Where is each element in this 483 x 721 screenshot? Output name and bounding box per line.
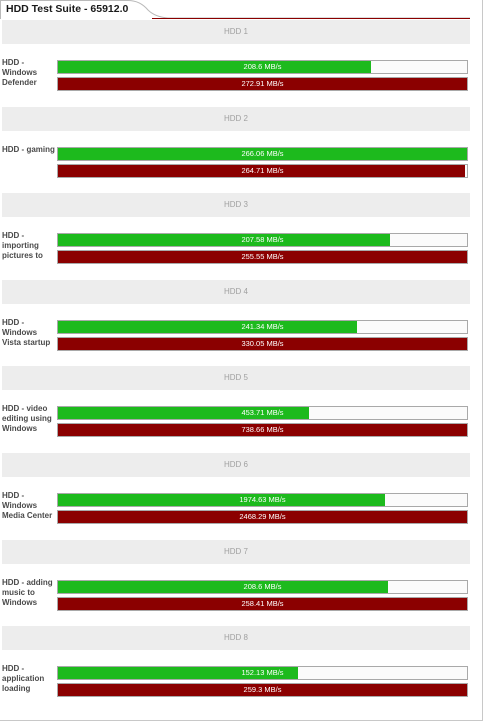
test-label: HDD - Windows Defender (2, 58, 38, 87)
red-bar-track: 264.71 MB/s (57, 163, 468, 178)
test-label: HDD - adding music to Windows (2, 577, 53, 607)
red-bar (58, 597, 467, 610)
red-bar-value-label: 738.66 MB/s (241, 425, 284, 435)
green-bar-track: 453.71 MB/s (57, 406, 468, 421)
test-group: HDD 7 HDD - adding music to Windows 208.6 … (0, 539, 470, 627)
red-bar-value-label: 258.41 MB/s (241, 598, 284, 608)
green-bar-track: 1974.63 MB/s (57, 493, 468, 507)
test-label: HDD - application loading (2, 664, 45, 694)
green-bar-value-label: 266.06 MB/s (241, 148, 284, 158)
red-bar (58, 337, 467, 350)
group-header: HDD 3 (2, 193, 470, 218)
red-bar-track: 259.3 MB/s (57, 683, 468, 698)
green-bar-value-label: 208.6 MB/s (243, 581, 282, 591)
group-header: HDD 5 (2, 366, 470, 391)
green-bar (58, 407, 309, 420)
green-bar-track: 207.58 MB/s (57, 233, 468, 248)
red-bar-track: 272.91 MB/s (57, 77, 468, 91)
green-bar-value-label: 241.34 MB/s (241, 321, 284, 331)
test-group: HDD 3 HDD - importing pictures to 207.58 M… (0, 193, 470, 280)
test-group: HDD 6 HDD - Windows Media Center 1974.63 M… (0, 453, 470, 540)
title-tab[interactable]: HDD Test Suite - 65912.0 (0, 0, 470, 20)
green-bar-value-label: 207.58 MB/s (241, 235, 284, 245)
chart-title: HDD Test Suite - 65912.0 (6, 3, 129, 15)
group-header: HDD 2 (2, 106, 470, 131)
green-bar (58, 580, 388, 593)
red-bar-value-label: 255.55 MB/s (241, 252, 284, 262)
red-bar (58, 511, 467, 523)
green-bar (58, 320, 357, 333)
group-header: HDD 6 (2, 453, 470, 477)
green-bar-value-label: 1974.63 MB/s (239, 495, 286, 504)
green-bar-track: 241.34 MB/s (57, 319, 468, 334)
red-bar-value-label: 2468.29 MB/s (239, 512, 286, 521)
group-header: HDD 4 (2, 279, 470, 304)
green-bar (58, 667, 298, 680)
title-tab-shape (0, 0, 470, 19)
test-group: HDD 8 HDD - application loading 152.13 MB/… (0, 626, 470, 713)
test-label: HDD - video editing using Windows (2, 404, 52, 434)
red-bar-value-label: 264.71 MB/s (241, 165, 284, 175)
green-bar-value-label: 453.71 MB/s (241, 408, 284, 418)
test-label: HDD - gaming (2, 144, 55, 154)
green-bar-track: 208.6 MB/s (57, 60, 468, 74)
red-bar-value-label: 272.91 MB/s (241, 79, 284, 88)
test-group: HDD 1 HDD - Windows Defender 208.6 MB/s 272… (0, 20, 470, 107)
red-bar-track: 2468.29 MB/s (57, 510, 468, 524)
red-bar (58, 684, 467, 697)
green-bar (58, 234, 390, 247)
test-label: HDD - importing pictures to (2, 231, 43, 261)
red-bar (58, 251, 467, 264)
test-label: HDD - Windows Vista startup (2, 317, 51, 347)
group-header: HDD 8 (2, 626, 470, 651)
green-bar-value-label: 208.6 MB/s (243, 62, 282, 71)
group-header: HDD 7 (2, 539, 470, 564)
green-bar-track: 152.13 MB/s (57, 666, 468, 681)
red-bar-track: 738.66 MB/s (57, 423, 468, 438)
red-bar (58, 78, 467, 90)
test-group: HDD 4 HDD - Windows Vista startup 241.34 M… (0, 279, 470, 367)
group-header: HDD 1 (2, 20, 470, 44)
test-group: HDD 2 HDD - gaming 266.06 MB/s 264.71 MB/s (0, 106, 470, 194)
test-group: HDD 5 HDD - video editing using Windows 45… (0, 366, 470, 453)
red-bar-track: 255.55 MB/s (57, 250, 468, 265)
green-bar (58, 61, 371, 73)
red-bar (58, 164, 465, 177)
red-bar (58, 424, 467, 437)
red-bar-value-label: 330.05 MB/s (241, 338, 284, 348)
red-bar-track: 330.05 MB/s (57, 336, 468, 351)
green-bar (58, 147, 467, 160)
green-bar-track: 208.6 MB/s (57, 579, 468, 594)
green-bar-value-label: 152.13 MB/s (241, 668, 284, 678)
green-bar-track: 266.06 MB/s (57, 146, 468, 161)
red-bar-value-label: 259.3 MB/s (243, 685, 282, 695)
green-bar (58, 494, 385, 506)
red-bar-track: 258.41 MB/s (57, 596, 468, 611)
test-label: HDD - Windows Media Center (2, 491, 53, 520)
